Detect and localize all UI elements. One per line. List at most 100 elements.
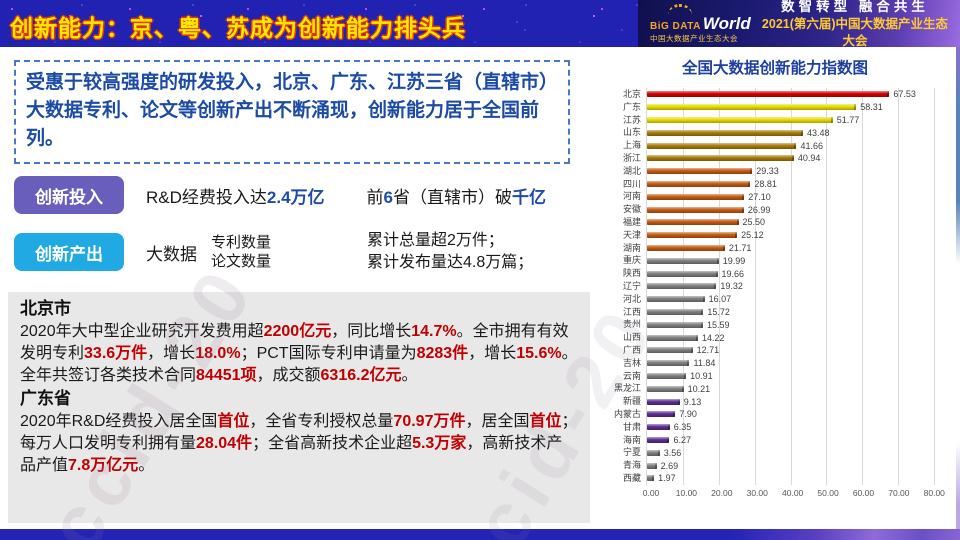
chart-bar-row: 2.69 [647,459,952,472]
chart-bar-row: 41.66 [647,139,952,152]
chart-bar [647,398,680,405]
chart-bar-row: 40.94 [647,152,952,165]
chart-bar-row: 26.99 [647,203,952,216]
chart-bar [647,334,699,341]
chart-bar [647,116,833,123]
chart-bar [647,449,660,456]
chart-category-label: 湖南 [622,242,641,253]
chart-category-label: 宁夏 [622,447,641,458]
chart-gridline [826,88,828,485]
innovation-index-chart: 全国大数据创新能力指数图 北京 广东 江苏 山东 上海 浙江 湖北 四川 河南 安徽 福建 天津 湖南重… [598,56,952,526]
chart-bar [647,283,717,290]
chart-bar-row: 1.97 [647,472,952,485]
output-results: 累计总量超2万件； 累计发布量达4.8万篇； [367,230,533,274]
event-name: 2021(第六届)中国大数据产业生态大会 [761,16,949,48]
output-badge: 创新产出 [14,233,124,271]
guangdong-paragraph: 2020年R&D经费投入居全国首位，全省专利授权总量70.97万件，居全国首位；… [20,413,578,474]
chart-value-label: 19.32 [720,281,743,292]
chart-value-label: 40.94 [797,153,821,164]
chart-category-label: 云南 [622,370,641,381]
chart-category-label: 广东 [622,101,641,112]
chart-category-label: 四川 [622,178,641,189]
chart-bar [647,168,753,175]
chart-bar [647,104,857,111]
chart-gridline [862,88,864,485]
chart-bar-row: 51.77 [647,114,952,127]
chart-bar [647,347,693,354]
chart-bar-row: 6.35 [647,421,952,434]
chart-bar [647,155,794,162]
chart-bar [647,219,739,226]
beijing-heading: 北京市 [20,299,71,318]
chart-bar [647,475,655,482]
chart-axis-tick: 30.00 [746,488,768,498]
chart-axis-tick: 20.00 [711,488,733,498]
chart-bar [647,206,744,213]
event-slogan: 数智转型 融合共生 [781,0,929,14]
chart-bar [647,308,704,315]
chart-value-label: 28.81 [754,178,777,189]
chart-bar [647,193,745,200]
chart-value-label: 19.66 [721,268,745,279]
chart-bar [647,411,676,418]
chart-value-label: 41.66 [800,140,824,151]
chart-gridline [790,88,792,485]
chart-category-label: 山西 [622,332,641,343]
innovation-output-row: 创新产出 大数据 专利数量 论文数量 累计总量超2万件； 累计发布量达4.8万篇… [14,230,533,274]
chart-bar-row: 28.81 [647,178,952,191]
chart-category-label: 黑龙江 [613,383,641,394]
chart-value-label: 16.07 [708,294,732,305]
chart-bar [647,91,890,98]
chart-axis-tick: 70.00 [888,488,910,498]
chart-bar [647,372,687,379]
chart-bar-row: 14.22 [647,331,952,344]
chart-value-label: 12.71 [696,345,720,356]
chart-category-label: 青海 [622,460,641,471]
right-edge-decoration [956,47,960,529]
chart-gridline [898,88,900,485]
chart-bar [647,270,718,277]
chart-value-label: 10.21 [687,383,711,394]
chart-bar [647,462,657,469]
chart-bar-row: 19.66 [647,267,952,280]
logo-panel: BiG DATA World 中国大数据产业生态大会 数智转型 融合共生 202… [638,0,960,49]
chart-value-label: 10.91 [690,370,713,381]
output-items: 专利数量 论文数量 [211,233,271,271]
bigdata-world-logo: BiG DATA World 中国大数据产业生态大会 [638,3,756,44]
chart-value-label: 27.10 [748,191,771,202]
chart-axis-tick: 40.00 [782,488,804,498]
chart-category-label: 西藏 [622,472,641,483]
chart-bar [647,296,705,303]
chart-category-label: 海南 [622,434,641,445]
chart-category-label: 广西 [622,344,641,355]
chart-category-label: 北京 [622,89,641,99]
chart-bar-row: 15.59 [647,318,952,331]
chart-bar-row: 25.12 [647,229,952,242]
page-title: 创新能力：京、粤、苏成为创新能力排头兵 [10,15,466,41]
chart-gridline [754,88,756,485]
chart-bar [647,180,751,187]
event-block: 数智转型 融合共生 2021(第六届)中国大数据产业生态大会 [756,0,960,49]
output-item-patents: 专利数量 [211,234,272,251]
chart-bar-row: 25.50 [647,216,952,229]
chart-value-label: 29.33 [756,166,779,177]
chart-bar-row: 29.33 [647,165,952,178]
chart-category-label: 浙江 [622,152,641,163]
chart-bar [647,129,804,136]
chart-value-label: 6.35 [673,422,692,433]
chart-category-label: 江苏 [622,114,641,125]
chart-bar-row: 19.99 [647,254,952,267]
chart-axis-tick: 10.00 [675,488,698,498]
chart-bar-row: 7.90 [647,408,952,421]
chart-category-label: 山东 [622,127,641,138]
chart-category-label: 江西 [622,306,641,317]
output-result-papers: 累计发布量达4.8万篇； [367,254,534,271]
beijing-paragraph: 2020年大中型企业研究开发费用超2200亿元，同比增长14.7%。全市拥有有效… [20,323,578,384]
chart-category-label: 贵州 [622,319,641,330]
chart-axis: 0.00 10.00 20.00 30.00 40.00 50.00 60.00 70.00 8… [643,488,952,502]
chart-bar-row: 15.72 [647,306,952,319]
chart-axis-tick: 60.00 [852,488,875,498]
chart-category-label: 甘肃 [622,421,641,432]
chart-value-label: 25.50 [742,217,766,228]
chart-category-label: 湖北 [622,165,641,176]
